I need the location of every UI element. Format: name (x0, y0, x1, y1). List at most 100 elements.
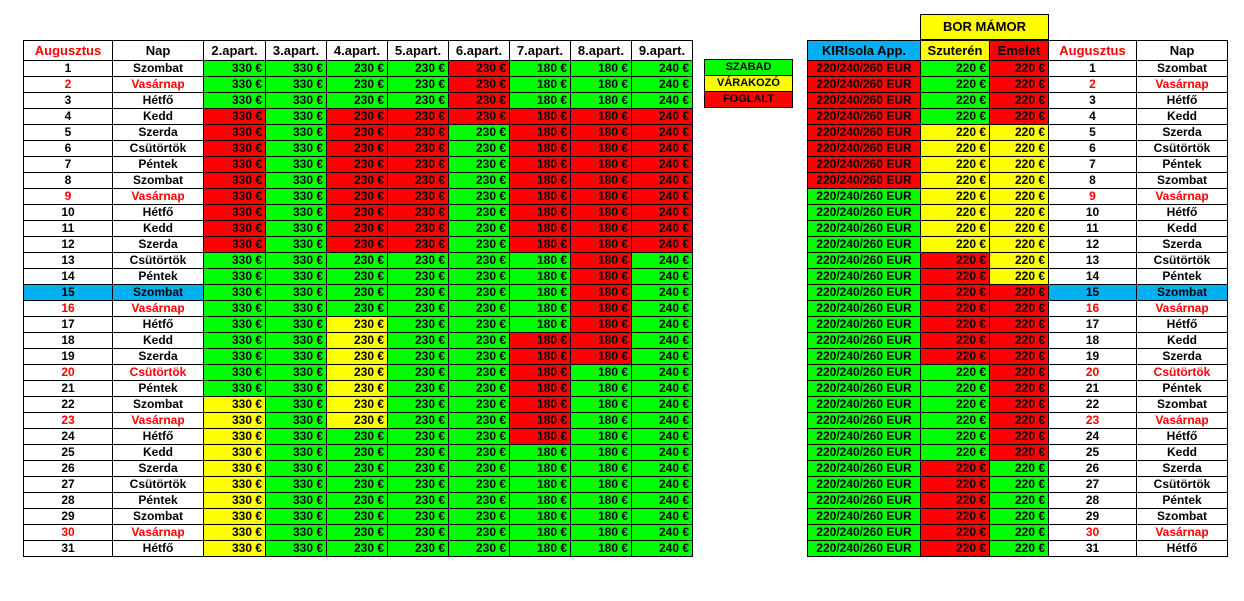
price-cell[interactable]: 230 € (326, 380, 388, 397)
price-cell[interactable]: 230 € (326, 60, 388, 77)
price-cell[interactable]: 180 € (509, 332, 571, 349)
price-cell[interactable]: 240 € (631, 316, 693, 333)
price-cell[interactable]: 230 € (448, 76, 510, 93)
price-cell[interactable]: 330 € (203, 412, 266, 429)
price-cell[interactable]: 330 € (203, 316, 266, 333)
kiri-price-cell[interactable]: 220/240/260 EUR (807, 236, 921, 253)
price-cell[interactable]: 180 € (570, 188, 632, 205)
kiri-price-cell[interactable]: 220/240/260 EUR (807, 108, 921, 125)
price-cell[interactable]: 180 € (509, 60, 571, 77)
szuteren-price-cell[interactable]: 220 € (920, 428, 990, 445)
kiri-price-cell[interactable]: 220/240/260 EUR (807, 332, 921, 349)
price-cell[interactable]: 230 € (387, 284, 449, 301)
price-cell[interactable]: 240 € (631, 92, 693, 109)
price-cell[interactable]: 240 € (631, 124, 693, 141)
price-cell[interactable]: 230 € (326, 140, 388, 157)
price-cell[interactable]: 180 € (570, 348, 632, 365)
price-cell[interactable]: 230 € (326, 156, 388, 173)
price-cell[interactable]: 240 € (631, 252, 693, 269)
kiri-price-cell[interactable]: 220/240/260 EUR (807, 124, 921, 141)
price-cell[interactable]: 230 € (448, 172, 510, 189)
price-cell[interactable]: 180 € (509, 412, 571, 429)
price-cell[interactable]: 230 € (326, 492, 388, 509)
price-cell[interactable]: 230 € (448, 412, 510, 429)
price-cell[interactable]: 230 € (448, 188, 510, 205)
price-cell[interactable]: 180 € (509, 380, 571, 397)
price-cell[interactable]: 330 € (203, 540, 266, 557)
price-cell[interactable]: 330 € (265, 156, 327, 173)
szuteren-price-cell[interactable]: 220 € (920, 108, 990, 125)
price-cell[interactable]: 230 € (326, 364, 388, 381)
price-cell[interactable]: 330 € (203, 364, 266, 381)
price-cell[interactable]: 240 € (631, 188, 693, 205)
kiri-price-cell[interactable]: 220/240/260 EUR (807, 316, 921, 333)
price-cell[interactable]: 230 € (387, 172, 449, 189)
price-cell[interactable]: 240 € (631, 380, 693, 397)
price-cell[interactable]: 330 € (265, 108, 327, 125)
szuteren-price-cell[interactable]: 220 € (920, 140, 990, 157)
price-cell[interactable]: 330 € (203, 204, 266, 221)
price-cell[interactable]: 230 € (387, 444, 449, 461)
price-cell[interactable]: 230 € (387, 220, 449, 237)
price-cell[interactable]: 230 € (326, 220, 388, 237)
price-cell[interactable]: 330 € (203, 300, 266, 317)
price-cell[interactable]: 230 € (448, 236, 510, 253)
emelet-price-cell[interactable]: 220 € (989, 444, 1049, 461)
price-cell[interactable]: 330 € (203, 108, 266, 125)
price-cell[interactable]: 330 € (203, 172, 266, 189)
kiri-price-cell[interactable]: 220/240/260 EUR (807, 380, 921, 397)
kiri-price-cell[interactable]: 220/240/260 EUR (807, 172, 921, 189)
price-cell[interactable]: 180 € (509, 140, 571, 157)
price-cell[interactable]: 330 € (265, 268, 327, 285)
szuteren-price-cell[interactable]: 220 € (920, 508, 990, 525)
emelet-price-cell[interactable]: 220 € (989, 156, 1049, 173)
price-cell[interactable]: 240 € (631, 412, 693, 429)
price-cell[interactable]: 330 € (265, 508, 327, 525)
price-cell[interactable]: 230 € (326, 428, 388, 445)
price-cell[interactable]: 230 € (326, 300, 388, 317)
price-cell[interactable]: 330 € (265, 300, 327, 317)
price-cell[interactable]: 230 € (326, 124, 388, 141)
price-cell[interactable]: 180 € (509, 460, 571, 477)
price-cell[interactable]: 180 € (509, 348, 571, 365)
price-cell[interactable]: 330 € (265, 316, 327, 333)
price-cell[interactable]: 330 € (265, 444, 327, 461)
szuteren-price-cell[interactable]: 220 € (920, 60, 990, 77)
price-cell[interactable]: 330 € (265, 396, 327, 413)
price-cell[interactable]: 180 € (570, 268, 632, 285)
price-cell[interactable]: 240 € (631, 524, 693, 541)
price-cell[interactable]: 180 € (509, 172, 571, 189)
price-cell[interactable]: 330 € (203, 252, 266, 269)
price-cell[interactable]: 180 € (570, 108, 632, 125)
price-cell[interactable]: 230 € (387, 476, 449, 493)
szuteren-price-cell[interactable]: 220 € (920, 76, 990, 93)
szuteren-price-cell[interactable]: 220 € (920, 524, 990, 541)
price-cell[interactable]: 330 € (203, 348, 266, 365)
emelet-price-cell[interactable]: 220 € (989, 428, 1049, 445)
price-cell[interactable]: 180 € (570, 156, 632, 173)
kiri-price-cell[interactable]: 220/240/260 EUR (807, 252, 921, 269)
price-cell[interactable]: 330 € (265, 540, 327, 557)
price-cell[interactable]: 180 € (570, 284, 632, 301)
kiri-price-cell[interactable]: 220/240/260 EUR (807, 364, 921, 381)
price-cell[interactable]: 330 € (203, 492, 266, 509)
price-cell[interactable]: 180 € (509, 476, 571, 493)
kiri-price-cell[interactable]: 220/240/260 EUR (807, 508, 921, 525)
price-cell[interactable]: 230 € (387, 76, 449, 93)
price-cell[interactable]: 180 € (509, 396, 571, 413)
price-cell[interactable]: 240 € (631, 172, 693, 189)
price-cell[interactable]: 180 € (509, 444, 571, 461)
price-cell[interactable]: 180 € (570, 540, 632, 557)
price-cell[interactable]: 230 € (387, 364, 449, 381)
price-cell[interactable]: 230 € (326, 444, 388, 461)
price-cell[interactable]: 180 € (570, 460, 632, 477)
price-cell[interactable]: 230 € (387, 60, 449, 77)
price-cell[interactable]: 230 € (448, 460, 510, 477)
price-cell[interactable]: 240 € (631, 332, 693, 349)
kiri-price-cell[interactable]: 220/240/260 EUR (807, 460, 921, 477)
price-cell[interactable]: 330 € (265, 252, 327, 269)
price-cell[interactable]: 330 € (203, 60, 266, 77)
price-cell[interactable]: 230 € (448, 508, 510, 525)
szuteren-price-cell[interactable]: 220 € (920, 236, 990, 253)
emelet-price-cell[interactable]: 220 € (989, 124, 1049, 141)
